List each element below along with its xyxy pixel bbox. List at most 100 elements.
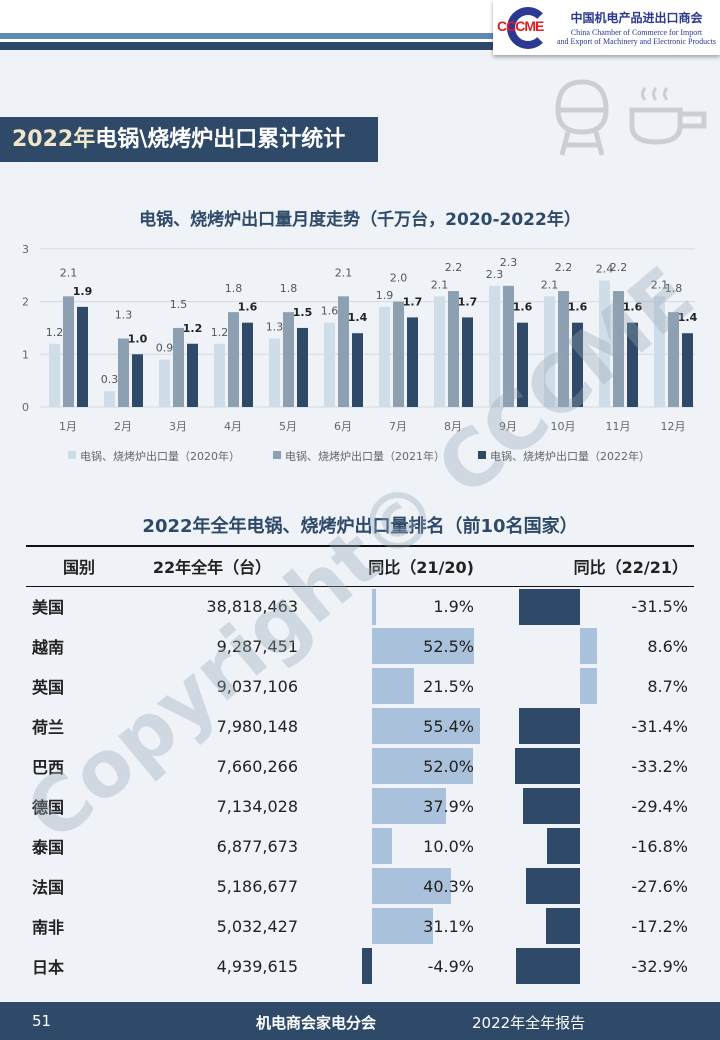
yoy1: 10.0% <box>423 836 474 856</box>
logo-en-2: and Export of Machinery and Electronic P… <box>556 37 717 46</box>
total: 7,134,028 <box>216 796 298 816</box>
ranking-table: 国别 22年全年（台） 同比（21/20) 同比（22/21） 美国 38,81… <box>26 545 694 986</box>
data-label: 1.2 <box>183 322 203 335</box>
yoy2: -31.4% <box>631 716 688 736</box>
bar-2022 <box>462 317 473 407</box>
yoy1-cell: 10.0% <box>298 826 478 866</box>
col-country: 国别 <box>26 545 126 587</box>
data-label: 2.2 <box>610 261 628 274</box>
total: 38,818,463 <box>206 596 298 616</box>
legend-label: 电锅、烧烤炉出口量（2022年） <box>490 449 650 463</box>
x-tick-label: 7月 <box>389 420 407 433</box>
bar-2020 <box>104 391 115 407</box>
cccme-logo: CCCME 中国机电产品进出口商会 China Chamber of Comme… <box>493 0 720 55</box>
yoy2: 8.6% <box>647 636 688 656</box>
data-label: 1.8 <box>665 282 683 295</box>
yoy1-cell: 52.0% <box>298 746 478 786</box>
table-row: 荷兰 7,980,148 55.4% -31.4% <box>26 706 694 746</box>
yoy1: 55.4% <box>423 716 474 736</box>
table-row: 美国 38,818,463 1.9% -31.5% <box>26 586 694 626</box>
logo-cn: 中国机电产品进出口商会 <box>570 11 703 25</box>
bar-2021 <box>118 338 129 407</box>
bar-2021 <box>283 312 294 407</box>
total: 5,186,677 <box>216 876 298 896</box>
x-tick-label: 11月 <box>606 420 631 433</box>
yoy2-cell: -31.4% <box>478 706 694 746</box>
bar-2021 <box>448 291 459 407</box>
yoy2-cell: 8.6% <box>478 626 694 666</box>
x-tick-label: 3月 <box>169 420 187 433</box>
bar-2020 <box>324 322 335 407</box>
bar-2020 <box>434 296 445 407</box>
page-title: 2022年电锅\烧烤炉出口累计统计 <box>0 117 378 162</box>
positive-bar <box>580 628 597 664</box>
bar-2022 <box>132 354 143 407</box>
bar-2022 <box>572 322 583 407</box>
legend-label: 电锅、烧烤炉出口量（2020年） <box>80 449 240 463</box>
yoy2-cell: -29.4% <box>478 786 694 826</box>
data-label: 1.9 <box>376 289 394 302</box>
data-label: 1.0 <box>128 332 148 345</box>
yoy1-cell: 21.5% <box>298 666 478 706</box>
data-label: 2.1 <box>541 278 559 291</box>
legend-swatch <box>68 451 76 459</box>
legend-swatch <box>273 451 281 459</box>
bar-2021 <box>668 312 679 407</box>
yoy1-cell: 55.4% <box>298 706 481 746</box>
yoy2: -17.2% <box>631 916 688 936</box>
country: 日本 <box>32 958 65 977</box>
total: 6,877,673 <box>216 836 298 856</box>
table-header-row: 国别 22年全年（台） 同比（21/20) 同比（22/21） <box>26 545 694 587</box>
data-label: 2.3 <box>500 256 518 269</box>
chart-title: 电锅、烧烤炉出口量月度走势（千万台，2020-2022年） <box>139 210 581 230</box>
bar-2020 <box>214 343 225 407</box>
data-label: 1.7 <box>403 295 423 308</box>
data-label: 0.9 <box>156 342 174 355</box>
yoy1-cell: 1.9% <box>298 586 478 626</box>
data-label: 1.8 <box>225 282 243 295</box>
yoy1: 21.5% <box>423 676 474 696</box>
bar-2022 <box>517 322 528 407</box>
yoy2: -32.9% <box>631 956 688 976</box>
positive-bar <box>372 788 446 824</box>
bar-2022 <box>352 333 363 407</box>
country: 法国 <box>32 878 65 897</box>
page-number: 51 <box>32 1012 52 1030</box>
data-label: 1.6 <box>513 301 533 314</box>
positive-bar <box>372 908 433 944</box>
data-label: 2.1 <box>431 278 449 291</box>
data-label: 1.6 <box>238 301 258 314</box>
data-label: 1.2 <box>211 326 229 339</box>
x-tick-label: 5月 <box>279 420 297 433</box>
header-stripe-light <box>0 33 720 39</box>
yoy1: -4.9% <box>427 956 474 976</box>
x-tick-label: 4月 <box>224 420 242 433</box>
country: 英国 <box>32 678 65 697</box>
data-label: 1.2 <box>46 326 64 339</box>
data-label: 1.6 <box>623 301 643 314</box>
y-tick-label: 0 <box>22 401 29 414</box>
x-tick-label: 1月 <box>59 420 77 433</box>
table-row: 南非 5,032,427 31.1% -17.2% <box>26 906 694 946</box>
negative-bar <box>526 868 580 904</box>
bar-2022 <box>242 322 253 407</box>
data-label: 1.6 <box>568 301 588 314</box>
positive-bar <box>372 868 451 904</box>
bar-2020 <box>379 306 390 407</box>
bar-2020 <box>544 296 555 407</box>
negative-bar <box>518 708 580 744</box>
footer: 51 机电商会家电分会 2022年全年报告 <box>0 1002 720 1040</box>
yoy2-cell: -17.2% <box>478 906 694 946</box>
yoy2-cell: -27.6% <box>478 866 694 906</box>
legend-swatch <box>478 451 486 459</box>
bar-2020 <box>489 285 500 407</box>
table-row: 英国 9,037,106 21.5% 8.7% <box>26 666 694 706</box>
bar-2021 <box>228 312 239 407</box>
table-row: 法国 5,186,677 40.3% -27.6% <box>26 866 694 906</box>
bar-2021 <box>338 296 349 407</box>
data-label: 1.9 <box>73 285 93 298</box>
bar-2021 <box>393 301 404 407</box>
yoy2-cell: -32.9% <box>478 946 694 986</box>
positive-bar <box>372 668 414 704</box>
data-label: 1.8 <box>280 282 298 295</box>
